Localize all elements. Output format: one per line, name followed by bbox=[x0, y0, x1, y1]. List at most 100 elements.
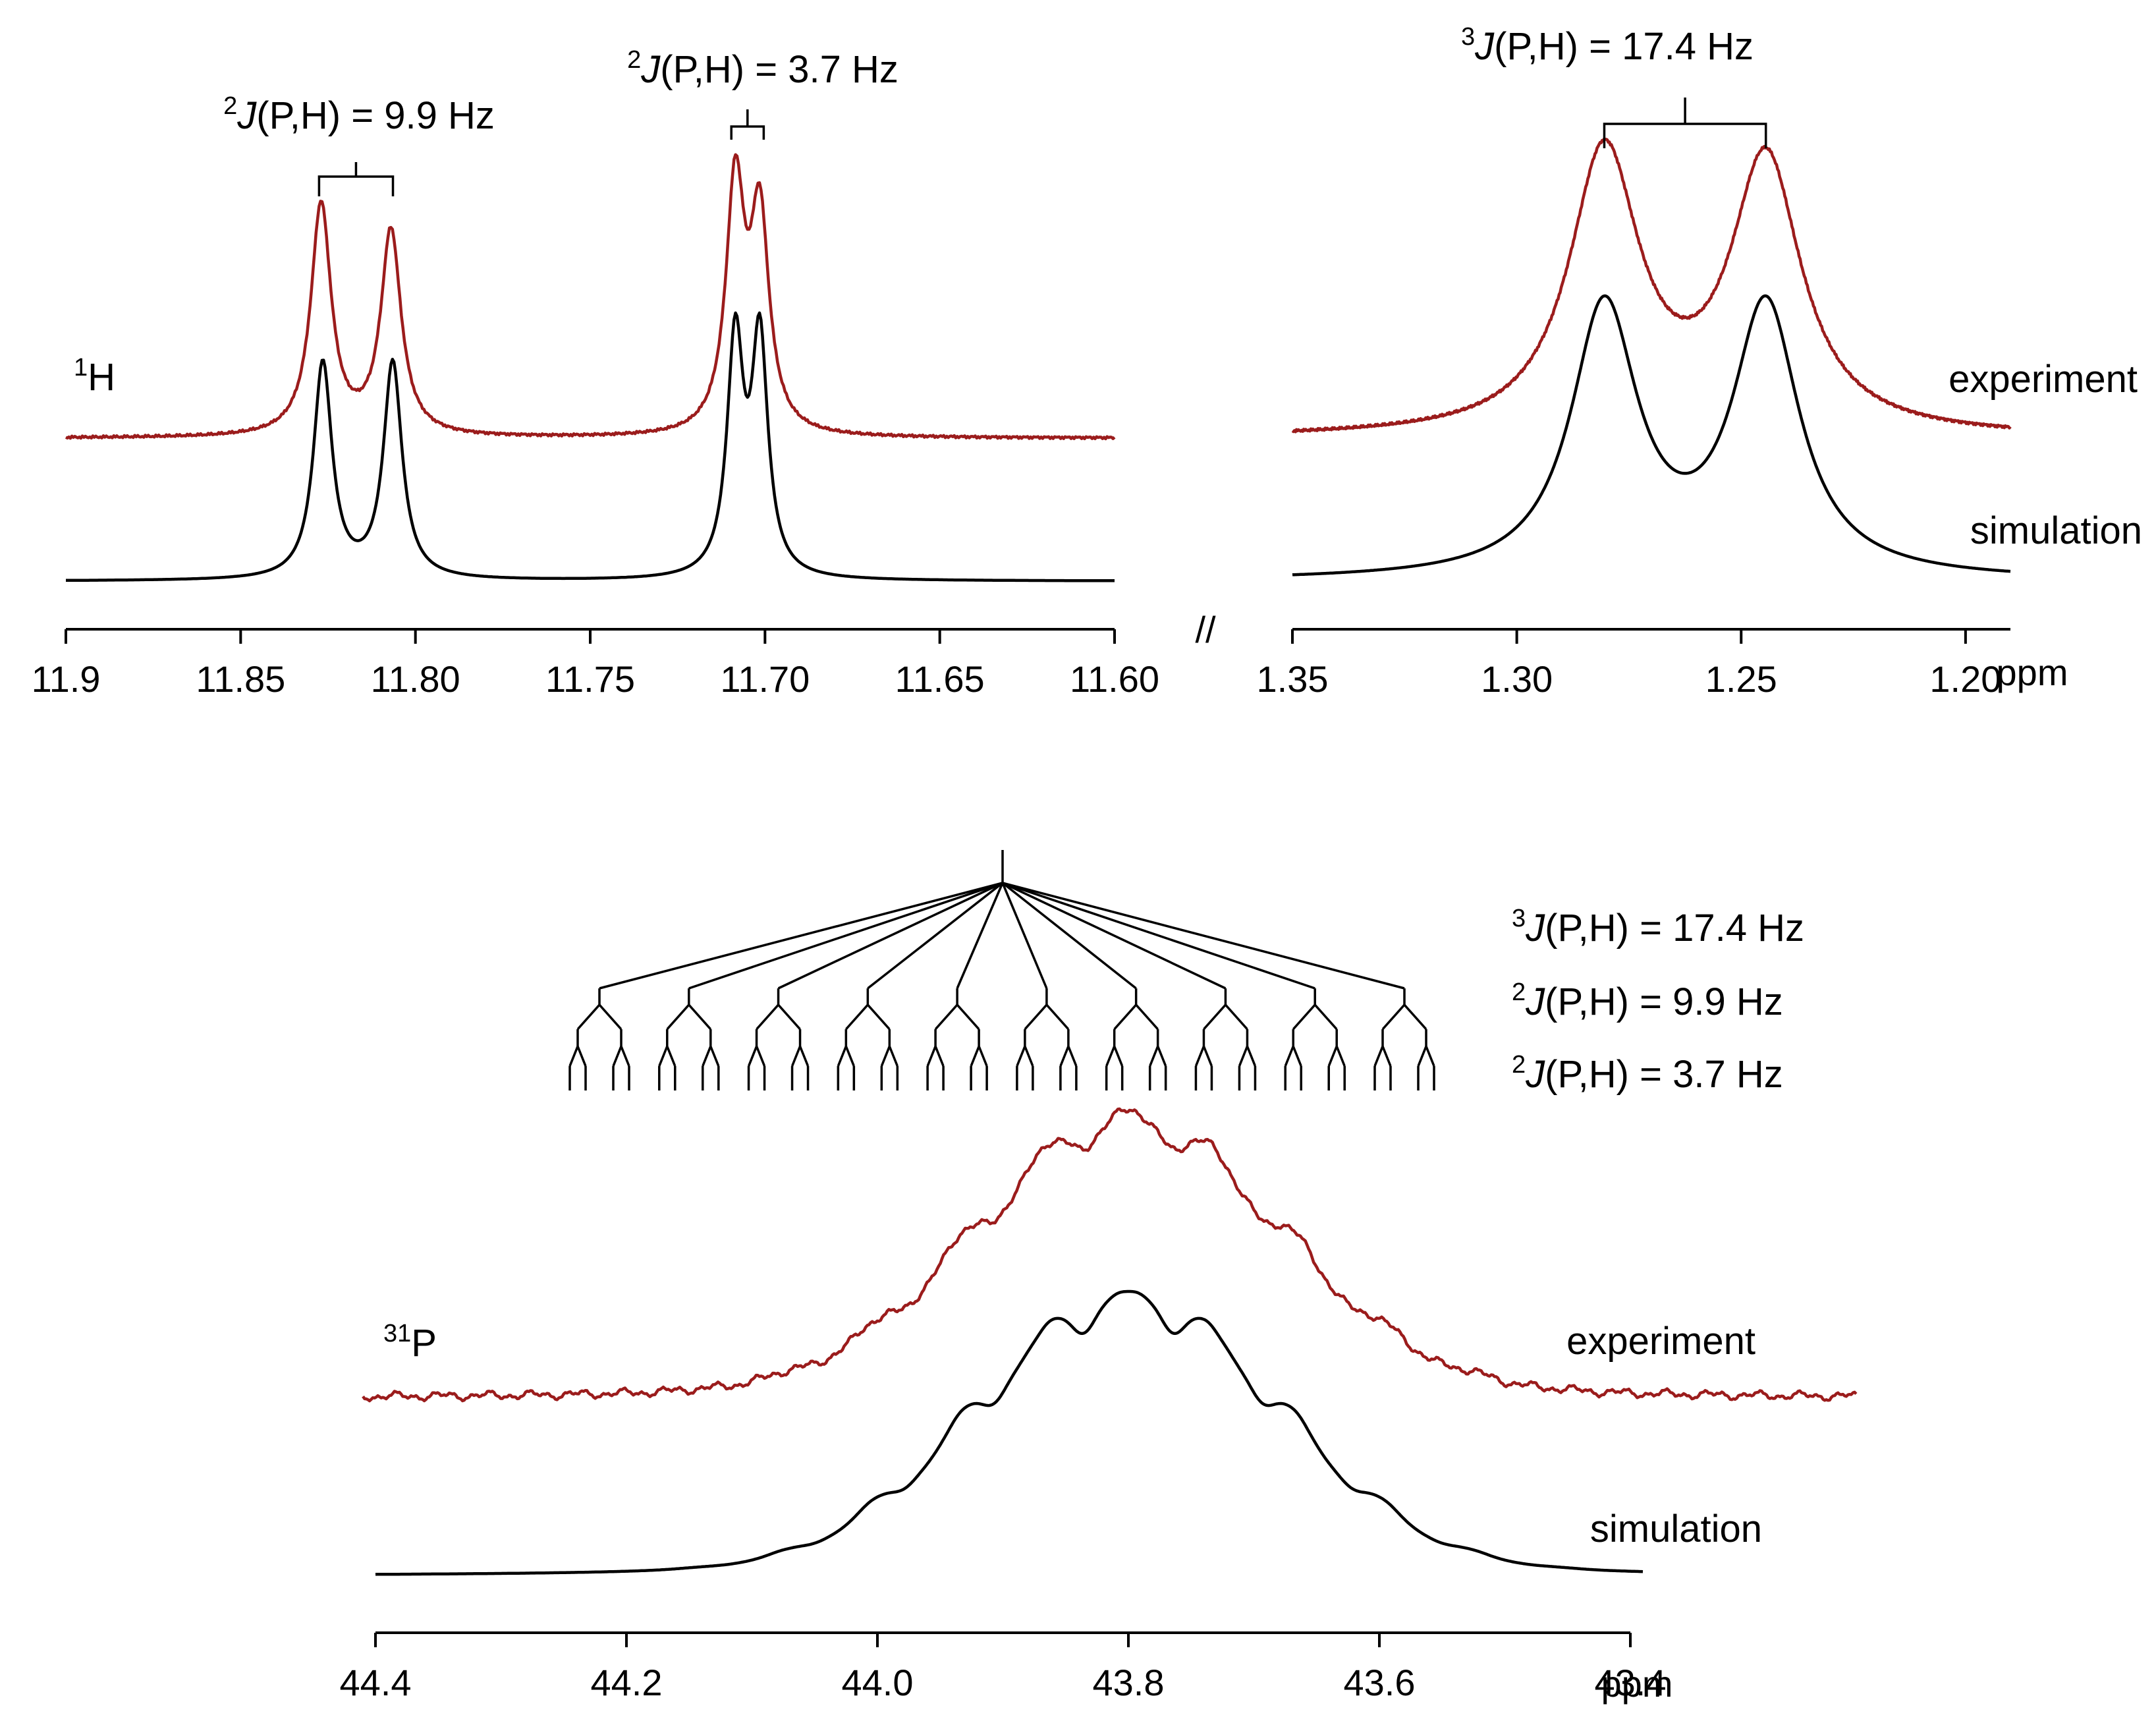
tree-branch-2a bbox=[1225, 1004, 1248, 1031]
p31-coupling-2J-a: 2J(P,H) = 9.9 Hz bbox=[1512, 978, 1783, 1023]
tree-branch-2b bbox=[1246, 1046, 1257, 1067]
p31-experiment-trace bbox=[362, 1107, 1858, 1403]
h1-nucleus-label: 1H bbox=[74, 354, 115, 399]
tree-branch-2b bbox=[1335, 1046, 1346, 1067]
h1-tick-label: 11.75 bbox=[545, 658, 635, 700]
tree-branch-2a bbox=[756, 1004, 779, 1031]
tree-branch-2b bbox=[926, 1046, 937, 1067]
p31-tick-label: 44.0 bbox=[842, 1662, 914, 1703]
tree-branch bbox=[688, 882, 1003, 990]
p31-splitting-tree bbox=[568, 850, 1435, 1090]
tree-branch-2b bbox=[576, 1046, 587, 1067]
tree-branch-2a bbox=[777, 1004, 801, 1031]
tree-branch-2b bbox=[1194, 1046, 1205, 1067]
coupling-bracket bbox=[730, 109, 765, 140]
tree-branch-2b bbox=[1425, 1046, 1435, 1067]
tree-branch-2b bbox=[1381, 1046, 1392, 1067]
tree-branch-2b bbox=[790, 1046, 802, 1067]
tree-branch-2b bbox=[1238, 1046, 1249, 1067]
tree-branch bbox=[1001, 882, 1137, 990]
h1-tick-label: 11.60 bbox=[1070, 658, 1159, 700]
tree-branch-2b bbox=[1373, 1046, 1384, 1067]
p31-tick-label: 43.8 bbox=[1093, 1662, 1165, 1703]
h1-simulation-label: simulation bbox=[1970, 509, 2142, 552]
p31-tick-label: 44.2 bbox=[591, 1662, 663, 1703]
tree-branch-2a bbox=[867, 1004, 891, 1031]
tree-branch bbox=[867, 882, 1004, 990]
tree-branch-2a bbox=[845, 1004, 869, 1031]
tree-branch bbox=[1001, 882, 1048, 989]
tree-branch-2a bbox=[1292, 1004, 1316, 1031]
tree-branch-2b bbox=[1059, 1046, 1070, 1067]
tree-branch-2a bbox=[934, 1004, 958, 1031]
tree-branch-2b bbox=[568, 1046, 579, 1067]
tree-branch-2b bbox=[837, 1046, 847, 1067]
tree-branch-2a bbox=[1313, 1004, 1338, 1031]
tree-branch-2b bbox=[1327, 1046, 1338, 1067]
tree-branch-2b bbox=[755, 1046, 766, 1067]
tree-branch-2b bbox=[702, 1046, 712, 1067]
tree-branch-2b bbox=[798, 1046, 810, 1067]
tree-branch-2b bbox=[844, 1046, 855, 1067]
p31-axis-ticks: 44.4 44.2 44.0 43.8 43.6 43.4 bbox=[340, 1633, 1667, 1703]
axis-break-mark: // bbox=[1195, 609, 1216, 650]
tree-branch bbox=[956, 882, 1004, 989]
tree-branch-2b bbox=[1157, 1046, 1167, 1067]
p31-coupling-2J-b: 2J(P,H) = 3.7 Hz bbox=[1512, 1051, 1783, 1096]
h1-coupling-brackets bbox=[318, 98, 1767, 196]
tree-branch-2a bbox=[1403, 1004, 1427, 1031]
tree-branch-2b bbox=[888, 1046, 898, 1067]
tree-branch-2b bbox=[1113, 1046, 1124, 1067]
h1-tick-label: 11.80 bbox=[371, 658, 460, 700]
h1-panel: 1H experiment simulation 2J(P,H) = 9.9 H… bbox=[32, 23, 2142, 700]
tree-branch-2b bbox=[709, 1046, 720, 1067]
tree-branch-2a bbox=[666, 1004, 690, 1031]
p31-ppm-label: ppm bbox=[1601, 1663, 1673, 1705]
tree-branch-2b bbox=[978, 1046, 988, 1067]
tree-branch-2b bbox=[1067, 1046, 1078, 1067]
h1-coupling-label-3: 3J(P,H) = 17.4 Hz bbox=[1461, 23, 1754, 68]
tree-branch-2a bbox=[576, 1004, 601, 1031]
h1-tick-label: 11.85 bbox=[196, 658, 285, 700]
h1-tick-label: 11.65 bbox=[895, 658, 985, 700]
tree-branch-2b bbox=[1024, 1046, 1034, 1067]
tree-branch bbox=[777, 882, 1003, 990]
h1-tick-label: 1.25 bbox=[1705, 658, 1777, 700]
tree-branch-2a bbox=[1113, 1004, 1137, 1031]
tree-branch-2a bbox=[688, 1004, 712, 1031]
p31-simulation-label: simulation bbox=[1590, 1508, 1762, 1550]
p31-tick-label: 44.4 bbox=[340, 1662, 412, 1703]
tree-branch-2b bbox=[970, 1046, 980, 1067]
h1-coupling-label-2: 2J(P,H) = 3.7 Hz bbox=[627, 46, 898, 91]
tree-branch-2a bbox=[956, 1004, 980, 1031]
tree-branch-2a bbox=[1381, 1004, 1406, 1031]
tree-branch-2a bbox=[1135, 1004, 1159, 1031]
p31-tick-label: 43.4 bbox=[1595, 1662, 1667, 1703]
tree-branch-2b bbox=[1417, 1046, 1427, 1067]
h1-coupling-label-1: 2J(P,H) = 9.9 Hz bbox=[223, 92, 495, 137]
tree-branch-2a bbox=[1045, 1004, 1070, 1031]
tree-branch bbox=[1002, 882, 1315, 990]
coupling-bracket bbox=[318, 162, 395, 196]
tree-branch-2a bbox=[1024, 1004, 1048, 1031]
tree-branch-2b bbox=[658, 1046, 669, 1067]
h1-tick-label: 1.30 bbox=[1481, 658, 1553, 700]
tree-branch-2b bbox=[747, 1046, 758, 1067]
h1-tick-label: 1.20 bbox=[1929, 658, 2001, 700]
p31-nucleus-label: 31P bbox=[383, 1320, 437, 1365]
coupling-bracket bbox=[1603, 98, 1767, 148]
tree-branch-2b bbox=[1016, 1046, 1026, 1067]
tree-branch bbox=[1002, 882, 1227, 990]
h1-axis-ticks: 11.9 11.85 11.80 11.75 11.70 11.65 11.60 1.35 1.… bbox=[32, 629, 2001, 700]
h1-tick-label: 11.70 bbox=[720, 658, 810, 700]
tree-branch-2b bbox=[1284, 1046, 1294, 1067]
tree-branch-2a bbox=[1203, 1004, 1227, 1031]
tree-branch-2b bbox=[620, 1046, 630, 1067]
h1-experiment-trace-right bbox=[1291, 137, 2012, 434]
tree-branch-2b bbox=[666, 1046, 677, 1067]
p31-experiment-label: experiment bbox=[1566, 1320, 1755, 1363]
tree-branch-2b bbox=[1292, 1046, 1302, 1067]
h1-simulation-trace-right bbox=[1292, 294, 2011, 577]
h1-tick-label: 1.35 bbox=[1257, 658, 1329, 700]
